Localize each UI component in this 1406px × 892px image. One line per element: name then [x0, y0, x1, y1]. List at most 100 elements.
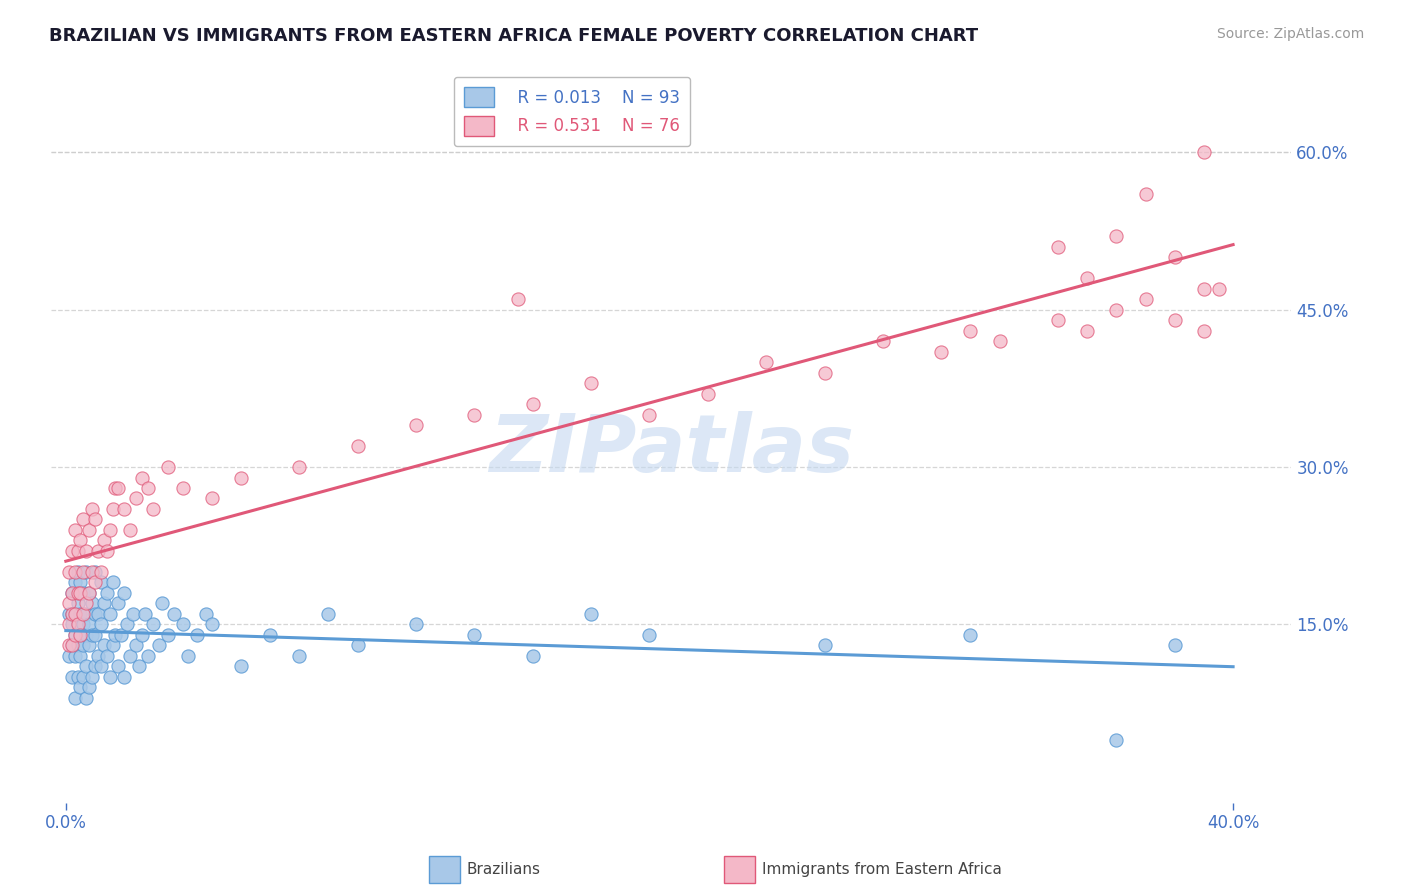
Point — [813, 638, 835, 652]
Point — [80, 670, 103, 684]
Point — [63, 628, 86, 642]
Point — [77, 638, 100, 652]
Point — [131, 470, 153, 484]
Point — [186, 628, 208, 642]
Point — [150, 596, 173, 610]
Point — [229, 659, 252, 673]
Point — [75, 628, 97, 642]
Point — [98, 607, 121, 621]
Point — [508, 292, 530, 306]
Point — [77, 617, 100, 632]
Point — [90, 659, 112, 673]
Point — [80, 596, 103, 610]
Text: Brazilians: Brazilians — [467, 863, 541, 877]
Point — [163, 607, 186, 621]
Point — [118, 648, 141, 663]
Point — [98, 670, 121, 684]
Point — [136, 481, 159, 495]
Point — [63, 523, 86, 537]
Point — [1192, 282, 1215, 296]
Point — [63, 565, 86, 579]
Point — [156, 460, 179, 475]
Point — [58, 648, 80, 663]
Point — [69, 680, 91, 694]
Point — [75, 565, 97, 579]
Point — [638, 408, 661, 422]
Point — [107, 596, 129, 610]
Point — [93, 533, 115, 548]
Point — [66, 544, 89, 558]
Point — [142, 502, 165, 516]
Text: BRAZILIAN VS IMMIGRANTS FROM EASTERN AFRICA FEMALE POVERTY CORRELATION CHART: BRAZILIAN VS IMMIGRANTS FROM EASTERN AFR… — [49, 27, 979, 45]
Point — [60, 638, 83, 652]
Point — [1135, 187, 1157, 202]
Point — [638, 628, 661, 642]
Point — [60, 544, 83, 558]
Point — [112, 502, 135, 516]
Point — [405, 418, 427, 433]
Point — [60, 607, 83, 621]
Point — [318, 607, 340, 621]
Point — [72, 638, 94, 652]
Point — [755, 355, 778, 369]
Point — [72, 586, 94, 600]
Point — [77, 523, 100, 537]
Point — [959, 324, 981, 338]
Point — [104, 628, 127, 642]
Point — [579, 607, 602, 621]
Point — [84, 628, 107, 642]
Point — [122, 607, 145, 621]
Point — [63, 690, 86, 705]
Point — [872, 334, 894, 348]
Point — [259, 628, 281, 642]
Point — [66, 596, 89, 610]
Point — [63, 648, 86, 663]
Point — [1046, 240, 1069, 254]
Point — [58, 565, 80, 579]
Point — [72, 565, 94, 579]
Point — [63, 607, 86, 621]
Point — [87, 544, 110, 558]
Point — [1164, 250, 1187, 264]
Point — [346, 638, 368, 652]
Point — [177, 648, 200, 663]
Point — [77, 586, 100, 600]
Point — [60, 617, 83, 632]
Point — [112, 670, 135, 684]
Point — [134, 607, 156, 621]
Point — [69, 586, 91, 600]
Point — [96, 648, 118, 663]
Point — [60, 670, 83, 684]
Point — [80, 565, 103, 579]
Point — [1105, 229, 1128, 244]
Point — [93, 638, 115, 652]
Point — [66, 670, 89, 684]
Point — [104, 481, 127, 495]
Point — [201, 617, 224, 632]
Point — [118, 523, 141, 537]
Point — [1076, 324, 1098, 338]
Point — [101, 575, 124, 590]
Point — [125, 638, 148, 652]
Point — [87, 648, 110, 663]
Point — [988, 334, 1011, 348]
Point — [131, 628, 153, 642]
Point — [58, 638, 80, 652]
Point — [98, 523, 121, 537]
Point — [87, 607, 110, 621]
Point — [288, 648, 311, 663]
Point — [107, 481, 129, 495]
Point — [72, 512, 94, 526]
Point — [72, 617, 94, 632]
Point — [101, 638, 124, 652]
Point — [579, 376, 602, 391]
Point — [84, 659, 107, 673]
Point — [63, 607, 86, 621]
Text: ZIPatlas: ZIPatlas — [489, 411, 853, 489]
Point — [1208, 282, 1230, 296]
Point — [75, 659, 97, 673]
Point — [156, 628, 179, 642]
Point — [80, 502, 103, 516]
Point — [69, 648, 91, 663]
Point — [1105, 732, 1128, 747]
